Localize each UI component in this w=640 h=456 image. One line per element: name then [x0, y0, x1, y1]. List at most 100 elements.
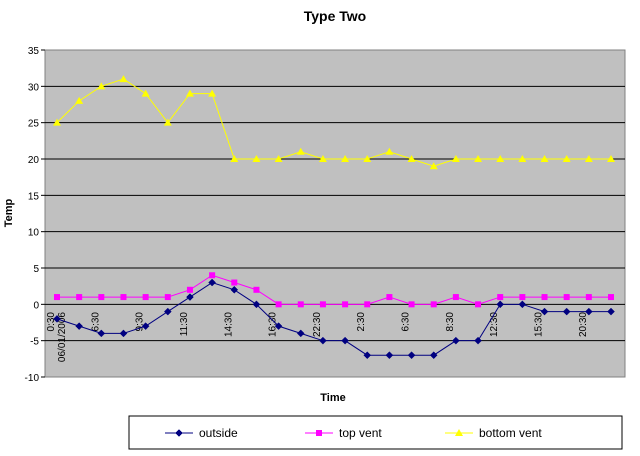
data-point [97, 82, 106, 90]
x-tick-label: 6:30 [90, 312, 101, 332]
data-point [607, 155, 615, 162]
x-axis: 0:30 06/01/2006 6:30 9:30 11:30 14:30 16:30 22:… [46, 312, 589, 362]
data-point [363, 155, 372, 162]
data-point [364, 301, 371, 308]
data-point [119, 75, 128, 83]
data-point [231, 279, 238, 286]
data-point [53, 315, 61, 323]
data-point [141, 322, 150, 330]
legend-item: top vent [305, 426, 382, 440]
x-tick-label: 9:30 [135, 312, 146, 332]
y-tick-label: 5 [33, 264, 39, 275]
data-point [385, 351, 394, 360]
legend: outside top vent bottom vent [128, 415, 623, 450]
data-point [54, 294, 60, 301]
data-point [496, 300, 505, 309]
y-axis: -10 -5 0 5 10 15 20 25 30 35 [25, 46, 45, 384]
data-point [297, 301, 304, 308]
data-point [585, 294, 592, 301]
data-point [98, 294, 105, 301]
x-tick-label: 6:30 [401, 312, 412, 332]
legend-label: outside [199, 426, 238, 440]
data-point [185, 89, 194, 97]
y-tick-label: 15 [28, 191, 40, 202]
legend-box [128, 415, 623, 450]
y-tick-label: 0 [33, 300, 39, 311]
x-tick-label: 22:30 [312, 312, 323, 337]
data-point [540, 155, 549, 162]
data-point [496, 155, 505, 162]
data-point [474, 155, 483, 162]
data-point [316, 430, 322, 436]
plot-area [44, 49, 626, 378]
data-point [341, 336, 349, 345]
data-point [475, 301, 482, 308]
x-tick-label: 15:30 [534, 312, 545, 337]
data-point [186, 286, 193, 293]
data-point [562, 155, 571, 162]
data-point [562, 307, 571, 316]
data-point [175, 429, 183, 437]
data-point [540, 307, 549, 316]
data-point [408, 301, 415, 308]
chart-title: Type Two [304, 8, 366, 24]
data-point [120, 294, 127, 301]
data-point [341, 155, 350, 162]
data-point [252, 300, 261, 309]
data-point [518, 300, 527, 309]
data-point [319, 336, 327, 345]
series-outside [53, 278, 615, 360]
data-point [318, 155, 327, 162]
data-point [76, 294, 83, 301]
legend-label: top vent [339, 426, 382, 440]
legend-label: bottom vent [479, 426, 542, 440]
data-point [497, 294, 504, 301]
legend-item: outside [165, 426, 238, 440]
x-tick-label: 20:30 [578, 312, 589, 337]
x-tick-label: 14:30 [223, 312, 234, 337]
data-point [451, 155, 460, 162]
data-point [208, 278, 216, 287]
series-top-vent [54, 272, 614, 308]
data-point [584, 155, 593, 162]
data-point [429, 351, 438, 360]
data-point [230, 155, 239, 162]
data-point [452, 336, 460, 345]
data-point [407, 351, 416, 360]
data-point [386, 294, 393, 301]
data-point [119, 329, 128, 338]
data-point [407, 155, 416, 162]
y-axis-title: Temp [3, 198, 15, 227]
data-point [75, 96, 84, 104]
data-point [274, 155, 283, 162]
data-point [296, 147, 305, 155]
data-point [518, 155, 527, 162]
data-point [141, 89, 150, 97]
data-point [455, 429, 463, 436]
data-point [584, 307, 593, 316]
data-point [275, 301, 282, 308]
data-point [274, 322, 283, 330]
series-group [53, 75, 615, 360]
data-point [230, 285, 239, 294]
data-point [186, 293, 194, 301]
y-tick-label: 25 [28, 119, 40, 130]
data-point [296, 329, 305, 338]
data-point [563, 294, 570, 301]
x-axis-title: Time [320, 392, 345, 404]
data-point [608, 294, 614, 301]
data-point [164, 294, 171, 301]
legend-item: bottom vent [445, 426, 542, 440]
legend-items: outside top vent bottom vent [165, 426, 542, 440]
data-point [429, 162, 438, 170]
data-point [75, 322, 84, 330]
data-point [363, 351, 372, 360]
data-point [519, 294, 526, 301]
data-point [163, 307, 172, 316]
series-bottom-vent [53, 75, 615, 170]
data-point [209, 272, 216, 279]
y-tick-label: -10 [25, 373, 40, 384]
x-tick-label: 12:30 [489, 312, 500, 337]
data-point [97, 329, 106, 338]
data-point [385, 147, 394, 155]
